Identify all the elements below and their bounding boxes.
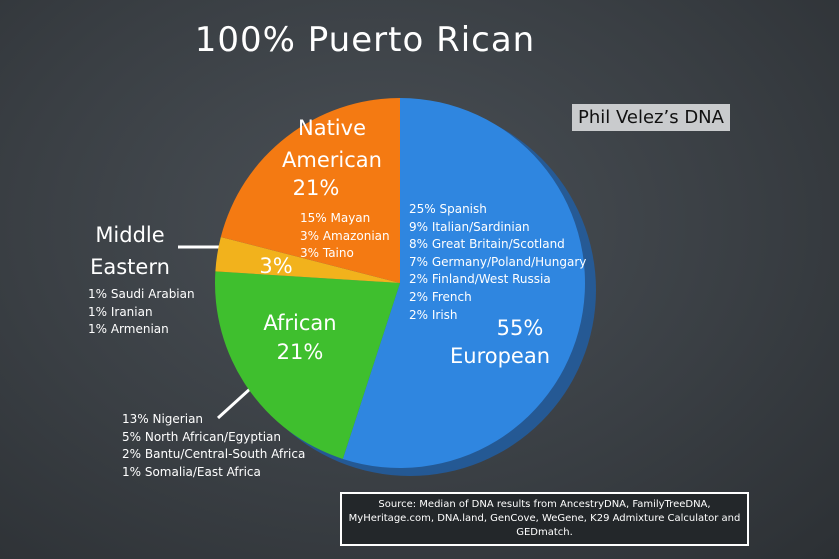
- breakdown-item: 3% Taino: [300, 246, 354, 261]
- breakdown-item: 3% Amazonian: [300, 228, 390, 243]
- slice-label: Middle Eastern: [90, 223, 170, 279]
- breakdown-item: 9% Italian/Sardinian: [409, 219, 530, 234]
- breakdown-item: 1% Saudi Arabian: [88, 287, 195, 301]
- breakdown-item: 2% French: [409, 289, 472, 304]
- slice-value-label: 3%: [259, 254, 293, 278]
- chart-title: 100% Puerto Rican: [194, 20, 536, 60]
- slice-label: European: [449, 344, 551, 368]
- breakdown-item: 2% Bantu/Central-South Africa: [122, 447, 306, 462]
- slice-value-label: 21%: [276, 340, 324, 364]
- pie-slice: [220, 98, 400, 283]
- breakdown-item: 1% Iranian: [88, 304, 153, 319]
- breakdown-item: 7% Germany/Poland/Hungary: [409, 254, 587, 269]
- breakdown-item: 1% Armenian: [88, 322, 169, 337]
- breakdown-item: 15% Mayan: [300, 211, 371, 225]
- breakdown-item: 25% Spanish: [409, 202, 487, 216]
- slice-value-label: 55%: [496, 316, 544, 340]
- pie-slice: [342, 98, 585, 468]
- breakdown-list: 1% Saudi Arabian 1% Iranian 1% Armenian: [88, 286, 195, 339]
- breakdown-item: 13% Nigerian: [122, 412, 204, 426]
- breakdown-list: 25% Spanish 9% Italian/Sardinian 8% Great …: [409, 201, 586, 324]
- pie-slice: [215, 236, 400, 283]
- breakdown-item: 2% Irish: [409, 307, 458, 322]
- breakdown-item: 2% Finland/West Russia: [409, 272, 551, 287]
- subtitle: Phil Velez’s DNA: [572, 104, 730, 131]
- breakdown-item: 8% Great Britain/Scotland: [409, 237, 565, 252]
- slice-label: African: [263, 311, 337, 335]
- source-note: Source: Median of DNA results from Ances…: [340, 492, 749, 546]
- slice-value-label: 21%: [292, 176, 340, 200]
- breakdown-list: 15% Mayan 3% Amazonian 3% Taino: [300, 210, 390, 263]
- slice-label: Native American: [282, 116, 382, 172]
- breakdown-item: 1% Somalia/East Africa: [122, 464, 261, 479]
- breakdown-item: 5% North African/Egyptian: [122, 429, 282, 444]
- breakdown-list: 13% Nigerian 5% North African/Egyptian 2% …: [122, 411, 305, 481]
- pie-slice: [215, 271, 400, 459]
